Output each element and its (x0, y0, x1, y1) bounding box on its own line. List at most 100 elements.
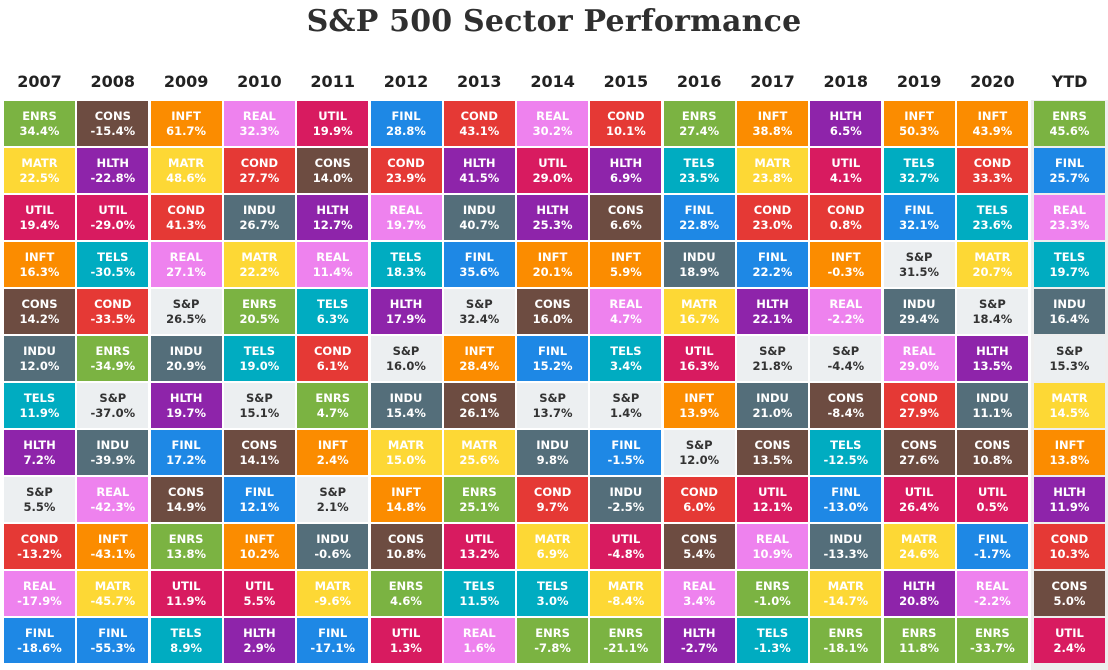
sector-label: INDU (389, 390, 423, 405)
sector-cell-2013-matr: MATR 25.6% (443, 430, 515, 475)
sector-label: COND (94, 296, 132, 311)
sector-cell-ytd-hlth: HLTH 11.9% (1034, 477, 1105, 522)
sector-label: UTIL (391, 625, 421, 640)
sector-return-value: 41.5% (459, 170, 500, 185)
sector-label: UTIL (538, 155, 567, 170)
sector-cell-2011-indu: INDU -0.6% (297, 524, 369, 569)
sector-cell-ytd-finl: FINL 25.7% (1034, 148, 1105, 193)
sector-cell-2020-enrs: ENRS -33.7% (956, 618, 1028, 663)
sector-return-value: 25.3% (532, 217, 573, 232)
sector-label: TELS (317, 296, 349, 311)
sector-return-value: 8.9% (170, 640, 203, 655)
sector-label: COND (533, 484, 572, 499)
sector-return-value: 45.6% (1049, 123, 1090, 138)
sector-return-value: 19.7% (166, 405, 207, 420)
sector-return-value: 30.2% (532, 123, 573, 138)
sector-return-value: 20.8% (899, 593, 940, 608)
sector-cell-2015-enrs: ENRS -21.1% (590, 618, 662, 663)
sector-return-value: -22.8% (90, 170, 136, 185)
sector-cell-2009-inft: INFT 61.7% (150, 101, 222, 146)
sector-cell-2008-finl: FINL -55.3% (77, 618, 149, 663)
sector-cell-2019-enrs: ENRS 11.8% (883, 618, 955, 663)
sector-return-value: 18.3% (386, 264, 426, 279)
chart-title: S&P 500 Sector Performance (306, 4, 802, 39)
sector-cell-ytd-cond: COND 10.3% (1034, 524, 1105, 569)
sector-label: UTIL (98, 202, 128, 217)
sector-label: UTIL (171, 578, 201, 593)
sector-cell-ytd-inft: INFT 13.8% (1034, 430, 1105, 475)
sector-return-value: 22.5% (19, 170, 60, 185)
sector-return-value: 23.3% (1049, 217, 1090, 232)
sector-label: TELS (390, 249, 422, 264)
sector-return-value: -34.9% (90, 358, 136, 373)
sector-cell-2017-util: UTIL 12.1% (737, 477, 808, 522)
sector-cell-2011-util: UTIL 19.9% (297, 101, 369, 146)
sector-label: MATR (754, 155, 791, 170)
sector-return-value: 25.7% (1049, 170, 1090, 185)
sector-return-value: -13.2% (17, 546, 62, 561)
sector-label: COND (313, 343, 352, 358)
sector-return-value: 3.0% (536, 593, 569, 608)
sector-return-value: 6.9% (609, 170, 642, 185)
sector-label: HLTH (609, 155, 643, 170)
sector-return-value: 26.5% (166, 311, 207, 326)
sector-label: FINL (98, 625, 128, 640)
sector-return-value: 18.9% (679, 264, 720, 279)
sector-label: MATR (534, 531, 571, 546)
sector-return-value: 16.3% (679, 358, 720, 373)
sector-label: ENRS (755, 578, 790, 593)
sector-label: INFT (24, 249, 55, 264)
sector-label: CONS (387, 531, 425, 546)
sector-return-value: 6.5% (829, 123, 862, 138)
sector-return-value: 16.4% (1049, 311, 1090, 326)
sector-cell-2010-cond: COND 27.7% (223, 148, 295, 193)
sector-cell-2010-indu: INDU 26.7% (223, 195, 295, 240)
sector-return-value: 20.7% (972, 264, 1013, 279)
sector-label: INDU (23, 343, 56, 358)
sector-return-value: -17.1% (310, 640, 356, 655)
sector-return-value: 23.6% (972, 217, 1013, 232)
sector-return-value: -0.6% (314, 546, 352, 561)
sector-label: CONS (94, 108, 131, 123)
sector-return-value: -2.5% (607, 499, 645, 514)
sector-label: TELS (976, 202, 1009, 217)
sector-return-value: 22.2% (239, 264, 280, 279)
sector-cell-2017-hlth: HLTH 22.1% (737, 289, 808, 334)
sector-label: UTIL (684, 343, 714, 358)
sector-return-value: 6.0% (683, 499, 716, 514)
sector-return-value: 4.7% (609, 311, 642, 326)
sector-label: S&P (1056, 343, 1083, 358)
sector-cell-2014-enrs: ENRS -7.8% (517, 618, 589, 663)
sector-cell-2017-real: REAL 10.9% (737, 524, 808, 569)
sector-label: REAL (242, 108, 276, 123)
sector-cell-2016-enrs: ENRS 27.4% (663, 101, 735, 146)
sector-cell-2012-real: REAL 19.7% (370, 195, 442, 240)
sector-return-value: 3.4% (609, 358, 642, 373)
sector-return-value: 4.7% (316, 405, 349, 420)
sector-label: COND (1050, 531, 1089, 546)
sector-cell-2010-real: REAL 32.3% (223, 101, 295, 146)
sector-return-value: 61.7% (166, 123, 207, 138)
sector-return-value: 21.8% (752, 358, 793, 373)
sector-return-value: 12.0% (19, 358, 60, 373)
sector-label: REAL (23, 578, 56, 593)
sector-cell-2016-indu: INDU 18.9% (663, 242, 735, 287)
sector-label: S&P (465, 296, 493, 311)
sector-return-value: 11.4% (312, 264, 353, 279)
sector-label: TELS (903, 155, 935, 170)
year-header-2008: 2008 (90, 72, 136, 91)
sector-return-value: 15.1% (239, 405, 280, 420)
sector-cell-2008-cons: CONS -15.4% (77, 101, 149, 146)
sector-label: ENRS (1052, 108, 1087, 123)
sector-cell-2007-cond: COND -13.2% (4, 524, 75, 569)
sector-return-value: 23.0% (752, 217, 793, 232)
sector-return-value: 15.4% (386, 405, 426, 420)
sector-label: HLTH (902, 578, 936, 593)
sector-cell-2015-matr: MATR -8.4% (590, 571, 662, 616)
sector-return-value: 13.2% (459, 546, 500, 561)
sector-label: FINL (318, 625, 348, 640)
sector-cell-2012-finl: FINL 28.8% (370, 101, 442, 146)
sector-label: UTIL (831, 155, 861, 170)
sector-return-value: 10.1% (605, 123, 646, 138)
sector-return-value: 28.8% (386, 123, 426, 138)
